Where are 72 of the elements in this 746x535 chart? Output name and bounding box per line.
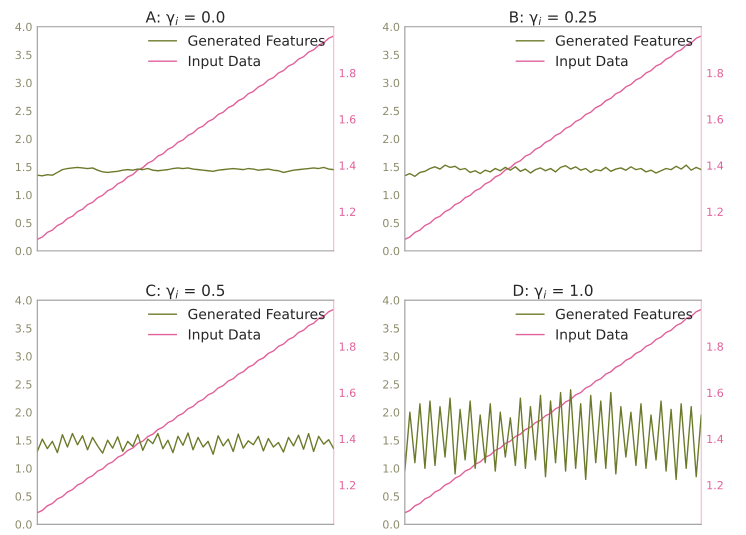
line-series (37, 166, 334, 176)
chart-title: A: γ$_{i}$ = 0.0 (146, 11, 224, 26)
y2-tick-label: 1.2 (340, 208, 356, 216)
y2-tick-label: 1.4 (340, 434, 356, 444)
legend-label: Generated Features (188, 35, 325, 46)
y2-tick-label: 1.8 (707, 342, 724, 351)
y-tick-label: 3.0 (383, 352, 400, 361)
y-tick-label: 3.5 (383, 50, 400, 60)
y-tick-label: 2.0 (16, 134, 32, 144)
y-tick-label: 2.5 (383, 380, 400, 389)
y-tick-label: 1.5 (384, 436, 400, 445)
legend-label: Input Data (188, 329, 260, 342)
y-tick-label: 0.0 (16, 520, 32, 529)
y-tick-label: 1.0 (384, 190, 400, 200)
y-tick-label: 4.0 (382, 22, 400, 32)
y-tick-label: 1.5 (384, 162, 400, 172)
y-tick-label: 3.5 (16, 50, 32, 60)
y-tick-label: 1.5 (16, 162, 32, 172)
y-tick-label: 3.5 (16, 324, 32, 333)
y2-tick-label: 1.8 (340, 342, 356, 351)
y-tick-label: 3.5 (383, 324, 400, 333)
y-tick-label: 0.5 (383, 492, 400, 501)
y-tick-label: 2.0 (16, 408, 32, 417)
y2-tick-label: 1.6 (340, 388, 356, 397)
y-tick-label: 1.5 (16, 436, 32, 445)
y2-tick-label: 1.4 (707, 434, 724, 444)
y2-tick-label: 1.8 (707, 68, 724, 78)
line-series (37, 432, 334, 455)
y-tick-label: 0.5 (16, 218, 32, 228)
legend-label: Input Data (188, 56, 260, 69)
line-series (404, 308, 702, 514)
y-tick-label: 2.0 (383, 408, 400, 417)
legend-label: Input Data (556, 56, 628, 69)
y-tick-label: 2.5 (16, 106, 32, 116)
y-tick-label: 4.0 (15, 22, 32, 32)
y2-tick-label: 1.4 (340, 162, 356, 170)
y-tick-label: 3.0 (16, 78, 32, 88)
y2-tick-label: 1.6 (707, 388, 724, 397)
legend-label: Input Data (556, 329, 628, 342)
line-series (37, 35, 334, 240)
y-tick-label: 3.0 (16, 352, 32, 361)
line-series (404, 389, 702, 480)
y-tick-label: 0.0 (383, 520, 400, 529)
y-tick-label: 4.0 (15, 296, 32, 305)
y-tick-label: 2.0 (383, 134, 400, 144)
y2-tick-label: 1.4 (707, 162, 724, 170)
legend-label: Generated Features (556, 308, 692, 320)
y-tick-label: 3.0 (383, 78, 400, 88)
y2-tick-label: 1.2 (707, 480, 723, 490)
line-series (404, 164, 702, 178)
y2-tick-label: 1.8 (340, 68, 356, 78)
y-tick-label: 0.5 (16, 492, 32, 501)
legend-label: Generated Features (556, 35, 692, 46)
y2-tick-label: 1.2 (707, 208, 723, 216)
legend-label: Generated Features (188, 308, 325, 320)
chart-title: B: γ$_{i}$ = 0.25 (510, 11, 596, 26)
chart-title: D: γ$_{i}$ = 1.0 (514, 284, 593, 300)
chart-title: C: γ$_{i}$ = 0.5 (146, 284, 224, 300)
y-tick-label: 0.0 (16, 246, 32, 256)
line-series (37, 308, 334, 514)
y-tick-label: 2.5 (16, 380, 32, 389)
line-series (404, 35, 702, 240)
y-tick-label: 2.5 (383, 106, 400, 116)
y-tick-label: 1.0 (16, 190, 32, 200)
y-tick-label: 4.0 (382, 296, 400, 305)
y2-tick-label: 1.6 (707, 115, 724, 124)
y-tick-label: 0.5 (383, 218, 400, 228)
y-tick-label: 1.0 (384, 464, 400, 473)
y2-tick-label: 1.6 (340, 115, 356, 124)
y-tick-label: 0.0 (383, 246, 400, 256)
y-tick-label: 1.0 (16, 464, 32, 473)
y2-tick-label: 1.2 (340, 480, 356, 490)
